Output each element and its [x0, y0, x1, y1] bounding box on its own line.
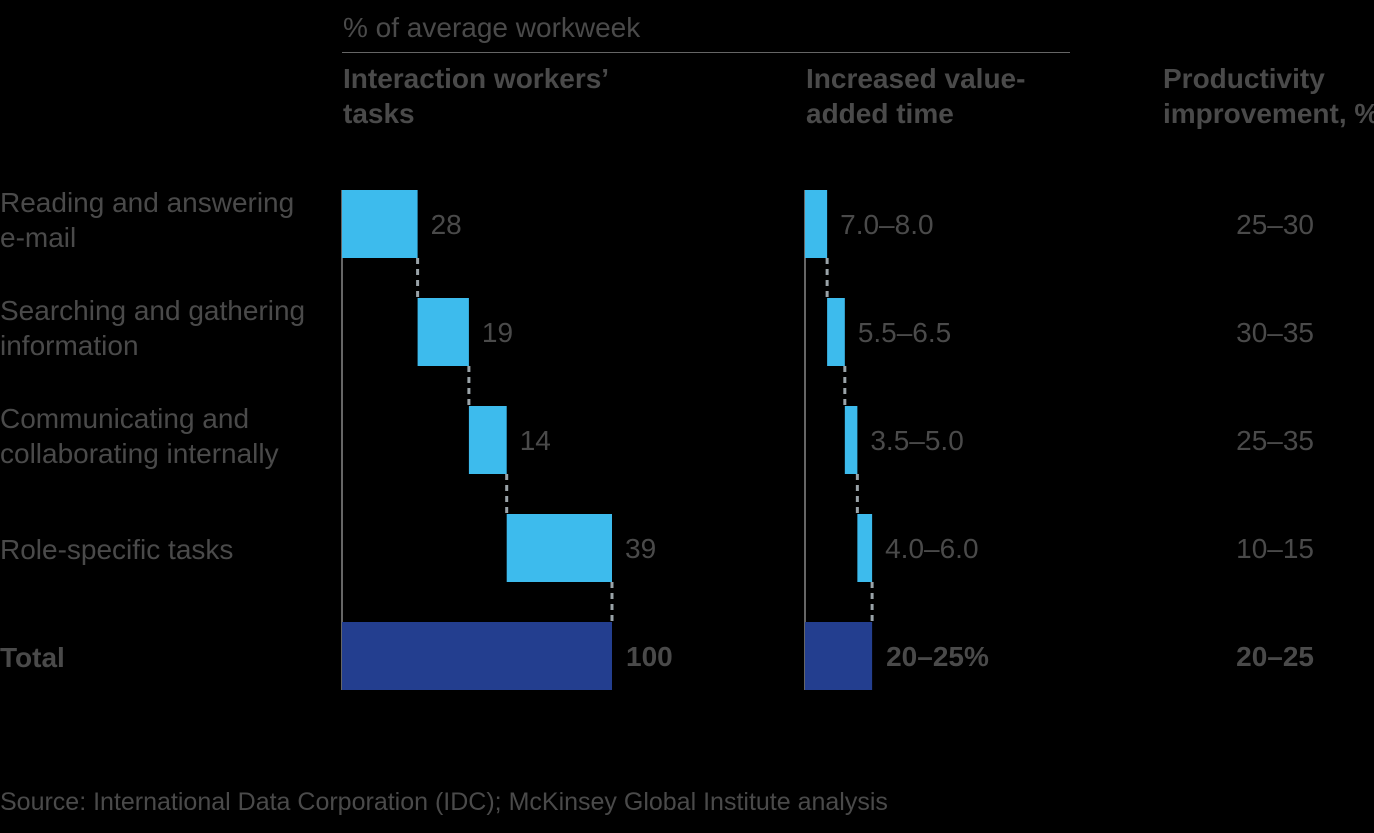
productivity-label: 25–30 — [1236, 209, 1314, 240]
row-label: Communicating and collaborating internal… — [0, 403, 279, 469]
chart-subtitle: % of average workweek — [343, 12, 641, 43]
tasks-total-bar — [342, 622, 612, 690]
tasks-bar — [468, 406, 507, 474]
value-added-bar — [857, 514, 873, 582]
value-added-data-label: 4.0–6.0 — [885, 533, 978, 564]
column-header-productivity: Productivity improvement, % — [1163, 63, 1374, 129]
tasks-data-label: 19 — [482, 317, 513, 348]
productivity-label: 25–35 — [1236, 425, 1314, 456]
value-added-data-label: 5.5–6.5 — [858, 317, 951, 348]
value-added-bar — [805, 190, 828, 258]
tasks-data-label: 28 — [431, 209, 462, 240]
column-header-value-added: Increased value-added time — [806, 63, 1026, 129]
row-label-total: Total — [0, 642, 65, 673]
row-label: Reading and answering e-mail — [0, 187, 295, 253]
subtitle-divider — [342, 52, 1070, 53]
value-added-total-label: 20–25% — [886, 641, 989, 672]
productivity-total-label: 20–25 — [1236, 641, 1314, 672]
productivity-label: 10–15 — [1236, 533, 1314, 564]
tasks-bar — [417, 298, 469, 366]
tasks-bar — [506, 514, 612, 582]
row-label: Searching and gathering information — [0, 295, 306, 361]
tasks-total-label: 100 — [626, 641, 673, 672]
value-added-bar — [827, 298, 845, 366]
tasks-data-label: 14 — [520, 425, 551, 456]
value-added-data-label: 3.5–5.0 — [870, 425, 963, 456]
tasks-data-label: 39 — [625, 533, 656, 564]
source-note: Source: International Data Corporation (… — [0, 788, 888, 816]
productivity-label: 30–35 — [1236, 317, 1314, 348]
value-added-total-bar — [805, 622, 873, 690]
value-added-bar — [844, 406, 858, 474]
value-added-data-label: 7.0–8.0 — [840, 209, 933, 240]
column-header-tasks: Interaction workers’ tasks — [343, 63, 608, 129]
row-label: Role-specific tasks — [0, 534, 234, 565]
tasks-bar — [342, 190, 418, 258]
